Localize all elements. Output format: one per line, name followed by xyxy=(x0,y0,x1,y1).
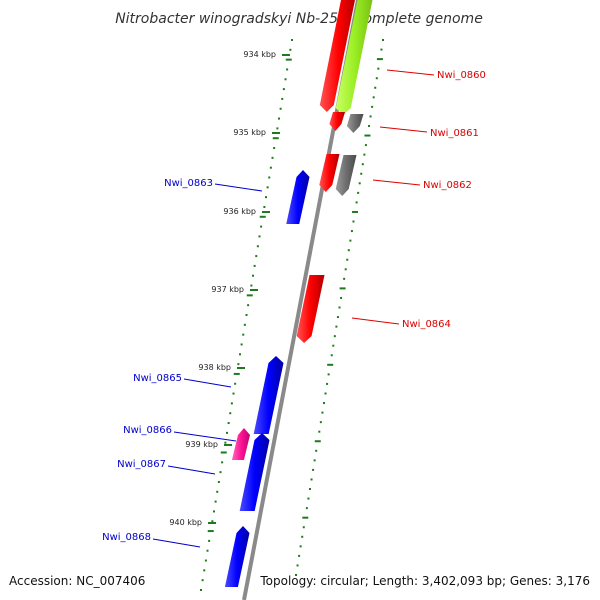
gene-nwi-0867 xyxy=(239,433,270,511)
gene-leader-line xyxy=(167,465,216,475)
gene-nwi-0864 xyxy=(296,275,325,343)
gene-leader-line xyxy=(183,378,232,388)
tick-labels: 934 kbp 935 kbp 936 kbp 937 kbp 938 kbp 939 k… xyxy=(169,50,290,527)
map-title: Nitrobacter winogradskyi Nb-255, complet… xyxy=(115,11,483,27)
gene-leader-line xyxy=(152,538,201,548)
accession-label: Accession: NC_007406 xyxy=(9,574,146,588)
tick-label: 938 kbp xyxy=(198,363,231,372)
gene-nwi-0865 xyxy=(253,356,284,434)
tick-rows xyxy=(200,39,384,591)
gene-leader-line xyxy=(351,317,400,325)
tick-label: 935 kbp xyxy=(233,128,266,137)
gene-nwi-0863 xyxy=(286,170,310,224)
gene-nwi-0861 xyxy=(346,114,364,133)
tick-label: 940 kbp xyxy=(169,518,202,527)
gene-nwi-0860 xyxy=(319,0,355,112)
gene-features xyxy=(224,0,373,587)
gene-feature-upstream xyxy=(335,0,373,115)
gene-label: Nwi_0862 xyxy=(423,180,472,191)
tick-label: 937 kbp xyxy=(211,285,244,294)
gene-leader-line xyxy=(173,431,237,442)
gene-labels: Nwi_0860 Nwi_0861 Nwi_0862 Nwi_0863 Nwi_0864… xyxy=(102,69,486,548)
gene-label: Nwi_0868 xyxy=(102,532,151,543)
gene-leader-line xyxy=(386,69,435,76)
gene-leader-line xyxy=(214,183,263,192)
gene-label: Nwi_0864 xyxy=(402,319,451,330)
tick-label: 934 kbp xyxy=(243,50,276,59)
tick-label: 936 kbp xyxy=(223,207,256,216)
gene-label: Nwi_0867 xyxy=(117,459,166,470)
gene-label: Nwi_0866 xyxy=(123,425,172,436)
gene-feature-extra xyxy=(329,112,345,131)
gene-nwi-0862 xyxy=(335,155,357,196)
genome-summary: Topology: circular; Length: 3,402,093 bp… xyxy=(260,574,590,588)
gene-nwi-0868 xyxy=(224,526,250,587)
gene-label: Nwi_0865 xyxy=(133,373,182,384)
gene-leader-line xyxy=(372,179,421,186)
gene-label: Nwi_0863 xyxy=(164,178,213,189)
gene-nwi-0866 xyxy=(231,428,250,460)
gene-feature-extra xyxy=(319,154,340,192)
gene-label: Nwi_0860 xyxy=(437,70,486,81)
tick-label: 939 kbp xyxy=(185,440,218,449)
gene-leader-line xyxy=(379,126,428,133)
gene-label: Nwi_0861 xyxy=(430,128,479,139)
